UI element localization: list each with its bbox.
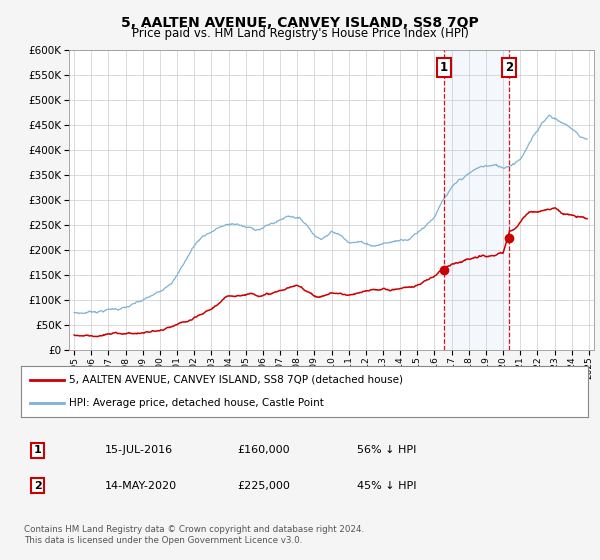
- Text: 5, AALTEN AVENUE, CANVEY ISLAND, SS8 7QP: 5, AALTEN AVENUE, CANVEY ISLAND, SS8 7QP: [121, 16, 479, 30]
- Text: 2: 2: [34, 480, 41, 491]
- Text: HPI: Average price, detached house, Castle Point: HPI: Average price, detached house, Cast…: [69, 398, 324, 408]
- Text: Contains HM Land Registry data © Crown copyright and database right 2024.
This d: Contains HM Land Registry data © Crown c…: [24, 525, 364, 545]
- Text: 45% ↓ HPI: 45% ↓ HPI: [357, 480, 416, 491]
- Text: 5, AALTEN AVENUE, CANVEY ISLAND, SS8 7QP (detached house): 5, AALTEN AVENUE, CANVEY ISLAND, SS8 7QP…: [69, 375, 403, 385]
- Text: 2: 2: [505, 62, 514, 74]
- Text: 14-MAY-2020: 14-MAY-2020: [105, 480, 177, 491]
- Bar: [444, 50, 509, 350]
- Text: £225,000: £225,000: [237, 480, 290, 491]
- Text: 1: 1: [34, 445, 41, 455]
- Text: £160,000: £160,000: [237, 445, 290, 455]
- Text: Price paid vs. HM Land Registry's House Price Index (HPI): Price paid vs. HM Land Registry's House …: [131, 27, 469, 40]
- Text: 15-JUL-2016: 15-JUL-2016: [105, 445, 173, 455]
- Text: 56% ↓ HPI: 56% ↓ HPI: [357, 445, 416, 455]
- Text: 1: 1: [440, 62, 448, 74]
